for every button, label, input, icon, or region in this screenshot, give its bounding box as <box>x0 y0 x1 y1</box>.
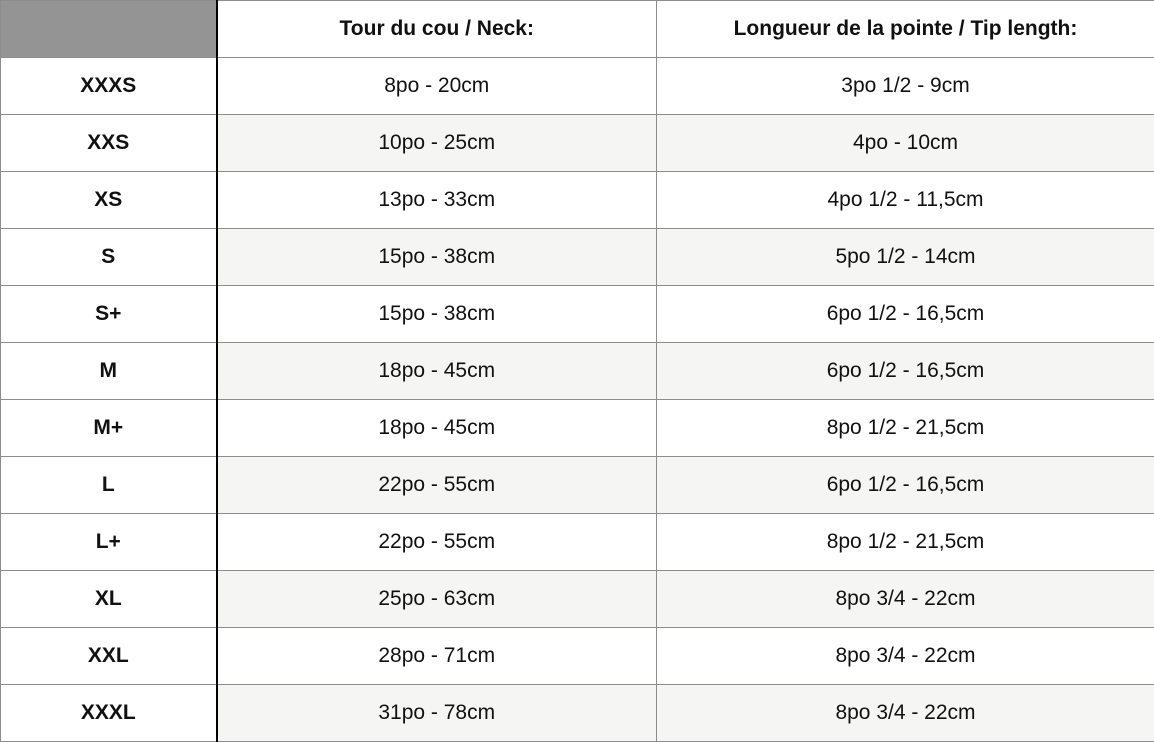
size-cell: XXS <box>1 115 217 172</box>
size-cell: S+ <box>1 286 217 343</box>
neck-cell: 15po - 38cm <box>217 229 657 286</box>
size-cell: M <box>1 343 217 400</box>
size-cell: S <box>1 229 217 286</box>
neck-cell: 8po - 20cm <box>217 58 657 115</box>
size-cell: L+ <box>1 514 217 571</box>
neck-cell: 18po - 45cm <box>217 343 657 400</box>
tip-length-cell: 6po 1/2 - 16,5cm <box>657 457 1154 514</box>
tip-length-cell: 8po 1/2 - 21,5cm <box>657 514 1154 571</box>
header-row: Tour du cou / Neck: Longueur de la point… <box>1 1 1154 58</box>
size-cell: M+ <box>1 400 217 457</box>
neck-cell: 22po - 55cm <box>217 457 657 514</box>
tip-length-cell: 4po 1/2 - 11,5cm <box>657 172 1154 229</box>
tip-length-cell: 8po 3/4 - 22cm <box>657 628 1154 685</box>
tip-length-cell: 5po 1/2 - 14cm <box>657 229 1154 286</box>
tip-length-cell: 3po 1/2 - 9cm <box>657 58 1154 115</box>
neck-cell: 13po - 33cm <box>217 172 657 229</box>
size-cell: L <box>1 457 217 514</box>
neck-cell: 22po - 55cm <box>217 514 657 571</box>
size-cell: XS <box>1 172 217 229</box>
size-cell: XXXL <box>1 685 217 742</box>
header-neck: Tour du cou / Neck: <box>217 1 657 58</box>
tip-length-cell: 8po 3/4 - 22cm <box>657 571 1154 628</box>
tip-length-cell: 8po 3/4 - 22cm <box>657 685 1154 742</box>
size-cell: XXL <box>1 628 217 685</box>
size-cell: XL <box>1 571 217 628</box>
corner-cell <box>1 1 217 58</box>
tip-length-cell: 8po 1/2 - 21,5cm <box>657 400 1154 457</box>
header-tip-length: Longueur de la pointe / Tip length: <box>657 1 1154 58</box>
tip-length-cell: 4po - 10cm <box>657 115 1154 172</box>
neck-cell: 25po - 63cm <box>217 571 657 628</box>
neck-cell: 28po - 71cm <box>217 628 657 685</box>
tip-length-cell: 6po 1/2 - 16,5cm <box>657 286 1154 343</box>
neck-cell: 10po - 25cm <box>217 115 657 172</box>
size-cell: XXXS <box>1 58 217 115</box>
neck-cell: 18po - 45cm <box>217 400 657 457</box>
tip-length-cell: 6po 1/2 - 16,5cm <box>657 343 1154 400</box>
neck-cell: 15po - 38cm <box>217 286 657 343</box>
neck-cell: 31po - 78cm <box>217 685 657 742</box>
